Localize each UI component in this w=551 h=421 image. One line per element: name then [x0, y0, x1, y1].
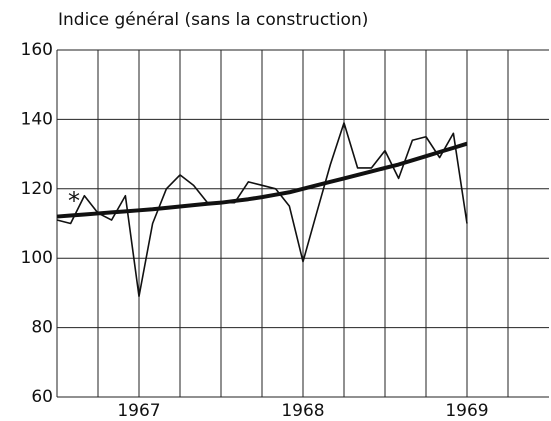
- y-tick-label: 80: [31, 318, 53, 338]
- y-tick-label: 120: [21, 179, 53, 199]
- data-line: [56, 122, 468, 298]
- data-line: [56, 141, 468, 219]
- y-tick-label: 100: [21, 248, 53, 268]
- x-tick-label: 1968: [281, 401, 324, 421]
- y-tick-label: 160: [21, 40, 53, 60]
- y-tick-label: 60: [31, 387, 53, 407]
- annotation: *: [68, 187, 80, 215]
- y-tick-label: 140: [21, 109, 53, 129]
- chart-title: Indice général (sans la construction): [58, 10, 368, 30]
- x-tick-label: 1967: [117, 401, 160, 421]
- x-tick-label: 1969: [445, 401, 488, 421]
